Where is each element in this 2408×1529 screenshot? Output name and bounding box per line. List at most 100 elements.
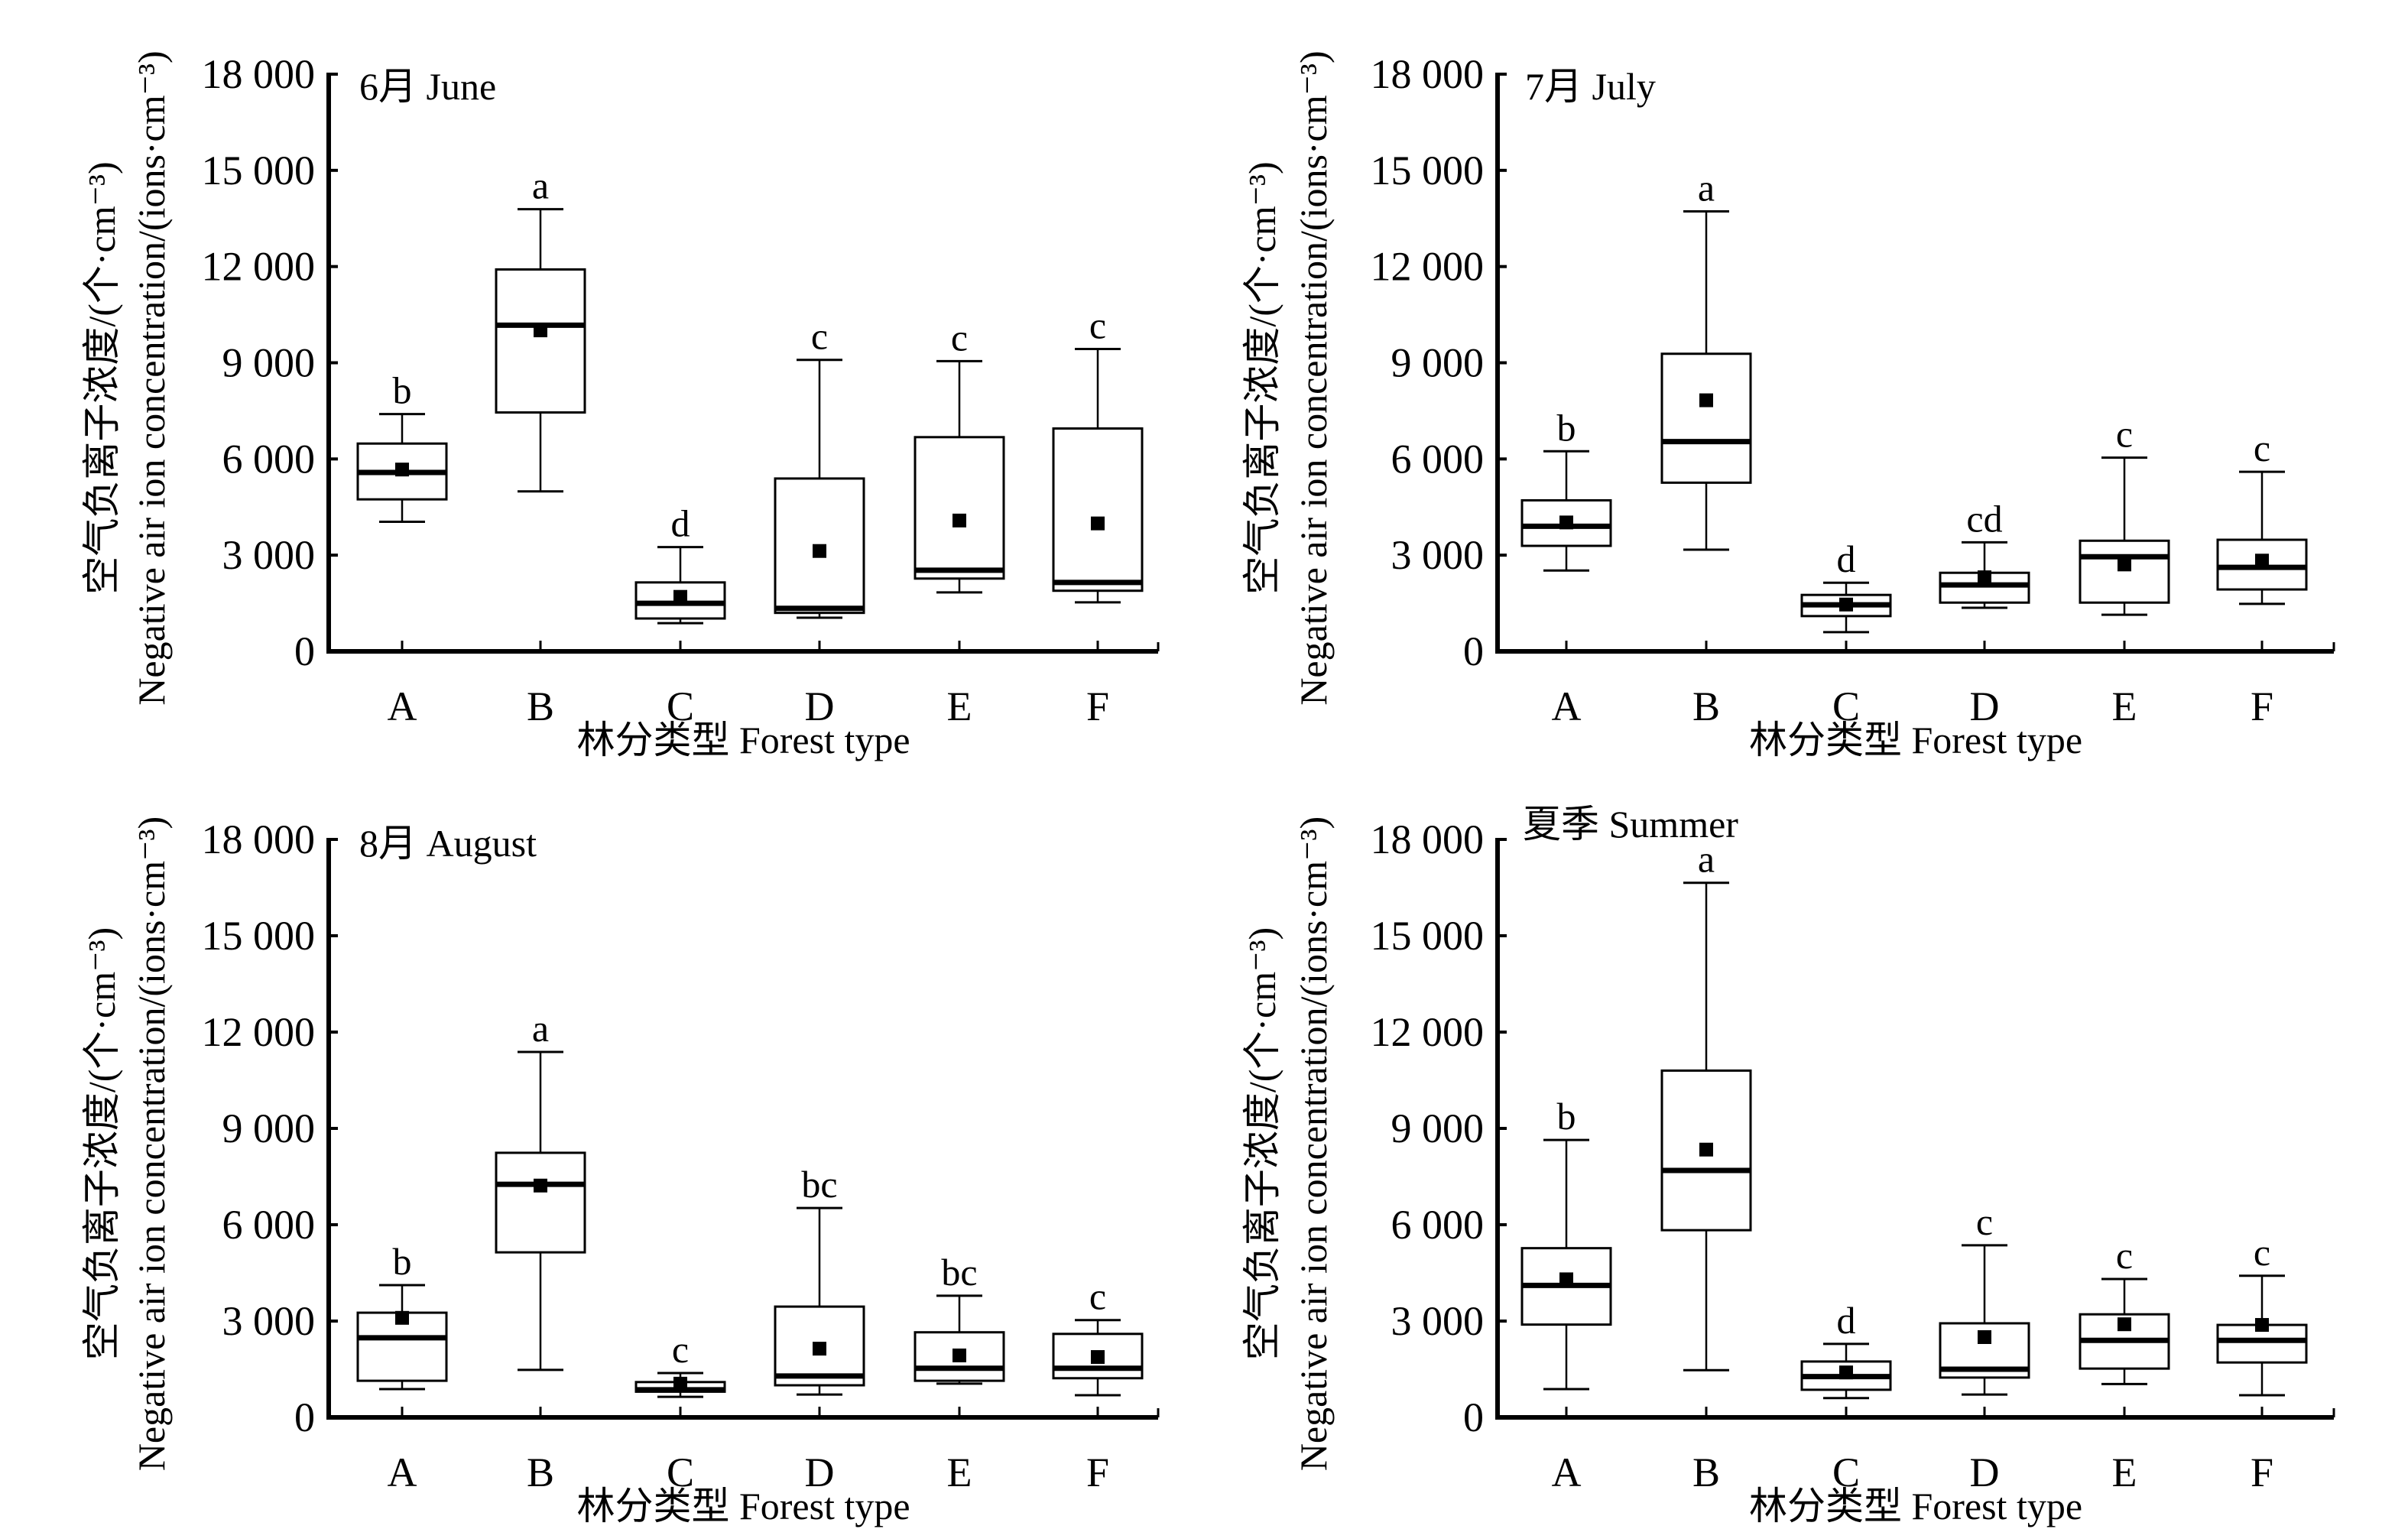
y-tick-label: 9 000 xyxy=(1391,1105,1485,1151)
significance-label: b xyxy=(393,1240,412,1283)
box-E: bc xyxy=(914,1251,1005,1385)
y-axis-title-cn: 空气负离子浓度/(个·cm⁻³) xyxy=(80,927,123,1360)
x-tick-label: A xyxy=(1552,1449,1582,1495)
significance-label: c xyxy=(2254,1231,2270,1274)
y-tick-label: 6 000 xyxy=(1391,1202,1485,1248)
mean-marker xyxy=(952,1348,966,1362)
iqr-box xyxy=(774,1305,865,1387)
significance-label: a xyxy=(1698,167,1715,209)
significance-label: b xyxy=(393,369,412,412)
box-F: c xyxy=(2216,427,2308,605)
y-tick-label: 6 000 xyxy=(222,1202,316,1248)
y-tick-label: 6 000 xyxy=(1391,436,1485,482)
box-C: d xyxy=(1800,1299,1892,1400)
box-C: d xyxy=(1800,537,1892,634)
y-tick-label: 12 000 xyxy=(202,1009,316,1055)
box-D: cd xyxy=(1939,497,2030,609)
mean-marker xyxy=(2255,553,2269,568)
x-tick-label: B xyxy=(527,1449,554,1495)
y-tick-label: 9 000 xyxy=(222,1105,316,1151)
x-tick-label: D xyxy=(805,683,835,729)
y-tick-label: 15 000 xyxy=(1371,148,1485,193)
y-tick-label: 18 000 xyxy=(202,816,316,862)
box-E: c xyxy=(2079,413,2170,616)
significance-label: d xyxy=(1837,537,1856,580)
y-axis-title-cn: 空气负离子浓度/(个·cm⁻³) xyxy=(1241,161,1284,594)
mean-marker xyxy=(395,1310,409,1325)
box-D: c xyxy=(1939,1200,2030,1396)
x-tick-label: F xyxy=(2251,1449,2273,1495)
mean-marker xyxy=(1978,1330,1991,1344)
mean-marker xyxy=(2255,1318,2269,1333)
mean-marker xyxy=(813,1342,826,1356)
mean-marker xyxy=(1839,1365,1853,1380)
y-tick-label: 9 000 xyxy=(1391,340,1485,386)
y-tick-label: 18 000 xyxy=(1371,51,1485,97)
panel-2: 0 3 000 6 000 9 000 12 000 15 000 18 000 A B C D E F… xyxy=(80,816,1160,1527)
y-tick-label: 0 xyxy=(294,628,315,674)
y-tick-label: 9 000 xyxy=(222,340,316,386)
significance-label: a xyxy=(532,164,549,207)
panel-title: 7月 July xyxy=(1525,65,1656,108)
panel-title: 6月 June xyxy=(359,65,496,108)
panel-1: 0 3 000 6 000 9 000 12 000 15 000 18 000 A B C D E F… xyxy=(1241,50,2335,761)
x-tick-label: E xyxy=(2112,683,2137,729)
mean-marker xyxy=(1559,1272,1573,1287)
mean-marker xyxy=(2118,557,2131,572)
mean-marker xyxy=(1699,393,1713,407)
y-axis-title-en: Negative air ion concentration/(ions·cm⁻… xyxy=(1292,50,1335,705)
y-tick-label: 12 000 xyxy=(1371,1009,1485,1055)
iqr-box xyxy=(1052,427,1144,592)
significance-label: c xyxy=(1976,1200,1993,1243)
x-tick-label: E xyxy=(947,683,972,729)
x-tick-label: B xyxy=(1692,683,1720,729)
box-E: c xyxy=(914,316,1005,594)
y-tick-label: 3 000 xyxy=(1391,532,1485,578)
mean-marker xyxy=(1559,515,1573,530)
iqr-box xyxy=(1939,571,2030,604)
y-tick-label: 3 000 xyxy=(222,532,316,578)
significance-label: b xyxy=(1557,1095,1576,1138)
box-D: c xyxy=(774,315,865,619)
box-A: b xyxy=(1520,406,1612,572)
y-axis-title-cn: 空气负离子浓度/(个·cm⁻³) xyxy=(1241,927,1284,1360)
y-tick-label: 0 xyxy=(1463,628,1484,674)
box-B: a xyxy=(495,164,586,493)
x-tick-label: C xyxy=(1832,1449,1860,1495)
box-B: a xyxy=(1660,838,1752,1372)
panel-3: 0 3 000 6 000 9 000 12 000 15 000 18 000 A B C D E F… xyxy=(1241,803,2335,1527)
y-tick-label: 12 000 xyxy=(202,244,316,290)
mean-marker xyxy=(952,513,966,528)
significance-label: c xyxy=(1089,1275,1106,1318)
mean-marker xyxy=(1699,1142,1713,1157)
significance-label: bc xyxy=(941,1251,977,1294)
y-tick-label: 15 000 xyxy=(1371,913,1485,959)
iqr-box xyxy=(2079,539,2170,604)
x-tick-label: F xyxy=(1086,683,1109,729)
x-tick-label: B xyxy=(1692,1449,1720,1495)
mean-marker xyxy=(673,1376,687,1391)
iqr-box xyxy=(495,1151,586,1254)
significance-label: a xyxy=(1698,838,1715,881)
box-F: c xyxy=(1052,304,1144,604)
mean-marker xyxy=(1839,597,1853,612)
significance-label: b xyxy=(1557,406,1576,449)
x-tick-label: D xyxy=(1970,1449,2000,1495)
box-F: c xyxy=(2216,1231,2308,1397)
significance-label: cd xyxy=(1966,497,2002,540)
iqr-box xyxy=(1660,352,1752,484)
mean-marker xyxy=(813,544,826,558)
significance-label: c xyxy=(2254,427,2270,469)
panel-0: 0 3 000 6 000 9 000 12 000 15 000 18 000 A B C D E F… xyxy=(80,50,1160,761)
x-axis-title: 林分类型 Forest type xyxy=(576,719,910,761)
x-tick-label: C xyxy=(1832,683,1860,729)
y-tick-label: 3 000 xyxy=(222,1298,316,1344)
significance-label: a xyxy=(532,1007,549,1050)
x-tick-label: F xyxy=(2251,683,2273,729)
significance-label: d xyxy=(671,502,690,545)
x-tick-label: A xyxy=(388,683,417,729)
x-tick-label: A xyxy=(1552,683,1582,729)
y-axis-title-en: Negative air ion concentration/(ions·cm⁻… xyxy=(130,50,173,705)
mean-marker xyxy=(1091,1350,1105,1365)
